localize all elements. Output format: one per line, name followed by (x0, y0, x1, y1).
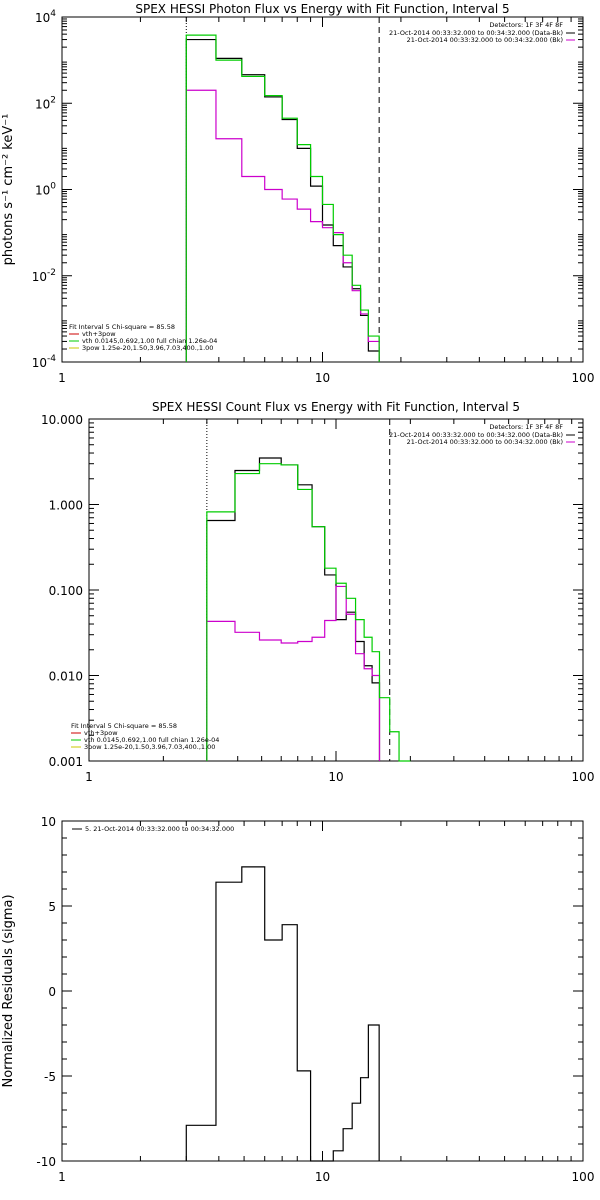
x-tick-label: 10 (328, 770, 343, 784)
y-tick-label: 104 (35, 9, 56, 25)
fit-legend-item: 3pow 1.25e-20,1.50,3.96,7.03,400.,1.00 (84, 743, 215, 751)
x-tick-label: 1 (58, 1170, 66, 1184)
y-axis-label: photons s⁻¹ cm⁻² keV⁻¹ (1, 114, 16, 266)
legend-item: 21-Oct-2014 00:33:32.000 to 00:34:32.000… (407, 438, 563, 446)
y-tick-label: 1.000 (49, 499, 83, 513)
legend-item: 5. 21-Oct-2014 00:33:32.000 to 00:34:32.… (85, 825, 234, 833)
y-tick-label: 5 (48, 900, 56, 914)
series-background-line (206, 585, 381, 761)
x-tick-label: 1 (58, 371, 66, 385)
fit-legend-header: Fit Interval 5 Chi-square = 85.58 (69, 323, 175, 331)
legend-item: 21-Oct-2014 00:33:32.000 to 00:34:32.000… (389, 29, 563, 37)
legend-header: Detectors: 1F 3F 4F 8F (489, 423, 563, 431)
y-tick-label: 0.001 (49, 755, 83, 769)
y-axis-label: Normalized Residuals (sigma) (1, 894, 16, 1087)
series-data-line (206, 457, 381, 761)
y-tick-label: 102 (35, 95, 56, 111)
series-data-line (185, 38, 380, 362)
x-tick-label: 100 (572, 1170, 595, 1184)
fit-legend-item: vth 0.0145,0.692,1.00 full chian 1.26e-0… (84, 736, 219, 744)
y-tick-label: 0.010 (49, 670, 83, 684)
chart-panel-3: 1 10 100 -10 -5 0 5 10 Normalized Residuals (sig… (1, 815, 594, 1184)
y-tick-label: 10.000 (41, 413, 83, 427)
fit-legend-item: vth+3pow (84, 729, 118, 737)
fit-legend-header: Fit Interval 5 Chi-square = 85.58 (71, 722, 177, 730)
fit-legend-item: vth 0.0145,0.692,1.00 full chian 1.26e-0… (82, 337, 217, 345)
series-data-line (185, 866, 380, 1162)
y-tick-label: 0.100 (49, 584, 83, 598)
plot-frame (61, 820, 584, 1162)
y-tick-label: -10 (36, 1155, 56, 1169)
legend-item: 21-Oct-2014 00:33:32.000 to 00:34:32.000… (407, 36, 563, 44)
x-tick-label: 10 (315, 1170, 330, 1184)
fit-legend-item: 3pow 1.25e-20,1.50,3.96,7.03,400.,1.00 (82, 344, 213, 352)
chart-title: SPEX HESSI Count Flux vs Energy with Fit… (152, 400, 520, 414)
x-tick-label: 10 (315, 371, 330, 385)
legend-header: Detectors: 1F 3F 4F 8F (489, 21, 563, 29)
x-tick-label: 100 (572, 371, 595, 385)
series-background-line (185, 89, 380, 362)
y-tick-label: 10-2 (32, 268, 56, 284)
chart-panel-2: SPEX HESSI Count Flux vs Energy with Fit… (41, 400, 594, 784)
chart-panel-1: SPEX HESSI Photon Flux vs Energy with Fi… (1, 2, 594, 385)
fit-legend-item: vth+3pow (82, 330, 116, 338)
y-tick-label: 100 (35, 182, 56, 198)
series-fit_total-line (185, 34, 380, 362)
chart-title: SPEX HESSI Photon Flux vs Energy with Fi… (135, 2, 509, 16)
x-tick-label: 1 (85, 770, 93, 784)
series-fit_total-line (206, 463, 411, 762)
y-tick-label: 10 (41, 815, 56, 829)
legend-item: 21-Oct-2014 00:33:32.000 to 00:34:32.000… (389, 431, 563, 439)
y-tick-label: 10-4 (32, 354, 57, 370)
y-tick-label: -5 (44, 1070, 56, 1084)
x-tick-label: 100 (572, 770, 595, 784)
y-tick-label: 0 (48, 985, 56, 999)
